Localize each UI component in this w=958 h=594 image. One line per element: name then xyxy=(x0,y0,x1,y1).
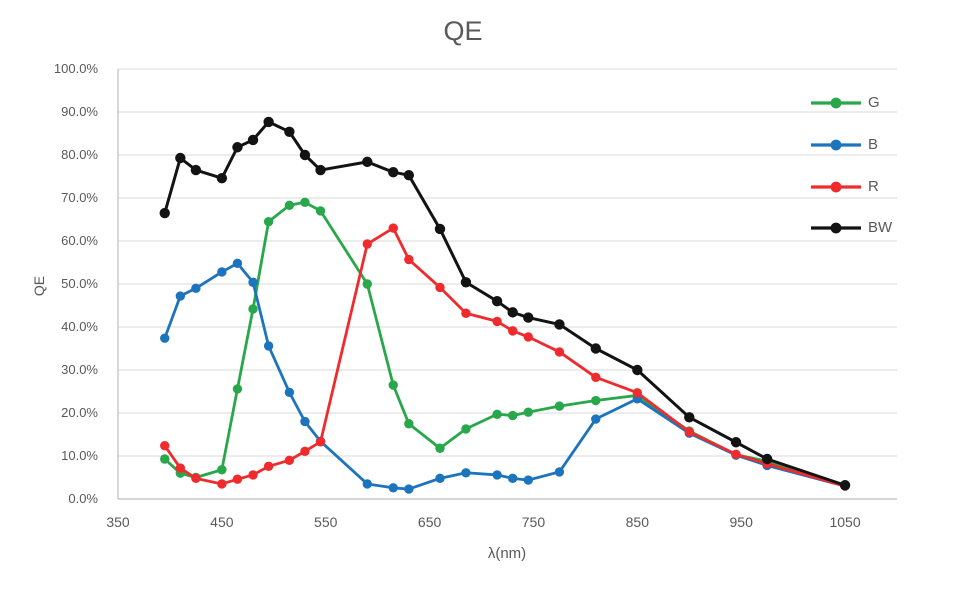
legend-marker-bw-icon xyxy=(811,222,861,234)
y-tick-label: 0.0% xyxy=(68,491,98,506)
y-tick-label: 10.0% xyxy=(61,448,98,463)
legend-item-r: R xyxy=(810,179,879,195)
legend-marker-r-icon xyxy=(811,181,861,193)
y-tick-label: 20.0% xyxy=(61,405,98,420)
x-tick-label: 350 xyxy=(106,514,130,530)
x-tick-label: 850 xyxy=(625,514,650,530)
y-tick-label: 80.0% xyxy=(61,147,98,162)
legend-label: G xyxy=(868,94,880,111)
y-tick-label: 60.0% xyxy=(61,233,98,248)
x-axis-title: λ(nm) xyxy=(487,545,527,562)
x-tick-label: 750 xyxy=(521,514,546,530)
y-tick-label: 100.0% xyxy=(53,61,98,76)
y-tick-label: 50.0% xyxy=(61,276,98,291)
y-tick-label: 90.0% xyxy=(61,104,98,119)
legend-item-b: B xyxy=(810,137,878,153)
legend-item-bw: BW xyxy=(810,220,892,236)
x-tick-label: 650 xyxy=(417,514,442,530)
chart-title: QE xyxy=(443,16,483,46)
x-tick-label: 550 xyxy=(314,514,338,530)
y-tick-label: 30.0% xyxy=(61,362,98,377)
legend-label: BW xyxy=(868,219,893,236)
legend-marker-g-icon xyxy=(811,97,861,109)
x-tick-label: 950 xyxy=(729,514,753,530)
legend-label: B xyxy=(868,136,879,153)
legend-label: R xyxy=(868,178,879,195)
y-tick-label: 70.0% xyxy=(61,190,98,205)
y-tick-label: 40.0% xyxy=(61,319,98,334)
legend-item-g: G xyxy=(810,95,880,111)
legend-marker-b-icon xyxy=(811,139,861,151)
x-tick-label: 450 xyxy=(210,514,234,530)
x-tick-label: 1050 xyxy=(829,514,861,530)
